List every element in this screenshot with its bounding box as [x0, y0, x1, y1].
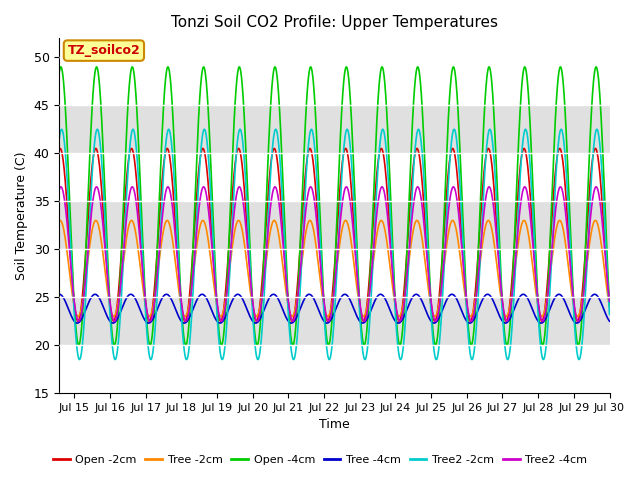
Open -4cm: [116, 284, 124, 289]
Tree -4cm: [305, 291, 313, 297]
Tree2 -4cm: [131, 193, 139, 199]
Tree2 -4cm: [57, 184, 65, 190]
Tree2 -2cm: [165, 126, 173, 132]
Tree2 -2cm: [70, 314, 78, 320]
Open -2cm: [605, 300, 613, 306]
Tree -4cm: [520, 291, 527, 297]
Tree -2cm: [199, 217, 207, 223]
Tree2 -4cm: [522, 185, 530, 191]
Tree -2cm: [56, 218, 63, 224]
Open -2cm: [56, 146, 63, 152]
Tree -4cm: [56, 291, 63, 297]
Line: Open -4cm: Open -4cm: [60, 67, 609, 345]
Line: Tree2 -4cm: Tree2 -4cm: [60, 187, 609, 321]
Open -2cm: [116, 275, 124, 281]
X-axis label: Time: Time: [319, 419, 350, 432]
Title: Tonzi Soil CO2 Profile: Upper Temperatures: Tonzi Soil CO2 Profile: Upper Temperatur…: [171, 15, 498, 30]
Tree2 -2cm: [605, 312, 613, 317]
Open -4cm: [605, 301, 613, 307]
Open -4cm: [131, 82, 139, 88]
Y-axis label: Soil Temperature (C): Soil Temperature (C): [15, 151, 28, 280]
Line: Tree -2cm: Tree -2cm: [60, 220, 609, 316]
Tree -4cm: [522, 293, 530, 299]
Tree -2cm: [116, 289, 124, 295]
Bar: [60, 201, 609, 249]
Tree -2cm: [131, 226, 139, 232]
Bar: [60, 297, 609, 345]
Open -2cm: [522, 150, 530, 156]
Open -2cm: [288, 318, 296, 324]
Tree -2cm: [288, 313, 296, 319]
Open -4cm: [305, 68, 313, 74]
Tree -2cm: [70, 304, 78, 310]
Bar: [60, 105, 609, 153]
Tree -2cm: [98, 241, 106, 247]
Tree -2cm: [306, 217, 314, 223]
Open -2cm: [98, 188, 106, 194]
Tree -4cm: [180, 320, 188, 326]
Open -4cm: [522, 66, 530, 72]
Tree2 -2cm: [305, 134, 313, 140]
Open -2cm: [199, 145, 207, 151]
Tree -4cm: [70, 318, 78, 324]
Open -2cm: [131, 161, 139, 167]
Tree -2cm: [605, 303, 613, 309]
Open -4cm: [57, 64, 65, 70]
Line: Tree2 -2cm: Tree2 -2cm: [60, 129, 609, 360]
Tree -4cm: [131, 295, 139, 301]
Tree2 -2cm: [504, 357, 511, 362]
Tree -4cm: [98, 300, 106, 306]
Tree2 -4cm: [396, 318, 404, 324]
Text: TZ_soilco2: TZ_soilco2: [68, 44, 140, 57]
Open -4cm: [56, 70, 63, 75]
Legend: Open -2cm, Tree -2cm, Open -4cm, Tree -4cm, Tree2 -2cm, Tree2 -4cm: Open -2cm, Tree -2cm, Open -4cm, Tree -4…: [49, 451, 591, 469]
Tree2 -2cm: [131, 133, 139, 139]
Tree2 -4cm: [116, 290, 124, 296]
Tree2 -2cm: [116, 323, 124, 329]
Tree2 -4cm: [98, 212, 106, 217]
Tree2 -4cm: [71, 301, 79, 307]
Tree2 -2cm: [56, 136, 63, 142]
Open -4cm: [396, 342, 404, 348]
Open -4cm: [71, 308, 79, 313]
Tree2 -2cm: [522, 127, 530, 132]
Tree -4cm: [116, 312, 124, 317]
Open -2cm: [70, 302, 78, 308]
Open -4cm: [98, 122, 106, 128]
Tree -2cm: [522, 220, 530, 226]
Line: Open -2cm: Open -2cm: [60, 148, 609, 321]
Open -2cm: [306, 146, 314, 152]
Tree2 -4cm: [305, 186, 313, 192]
Tree2 -4cm: [605, 299, 613, 304]
Tree -4cm: [605, 318, 613, 324]
Tree2 -2cm: [98, 159, 106, 165]
Line: Tree -4cm: Tree -4cm: [60, 294, 609, 323]
Tree2 -4cm: [56, 187, 63, 192]
